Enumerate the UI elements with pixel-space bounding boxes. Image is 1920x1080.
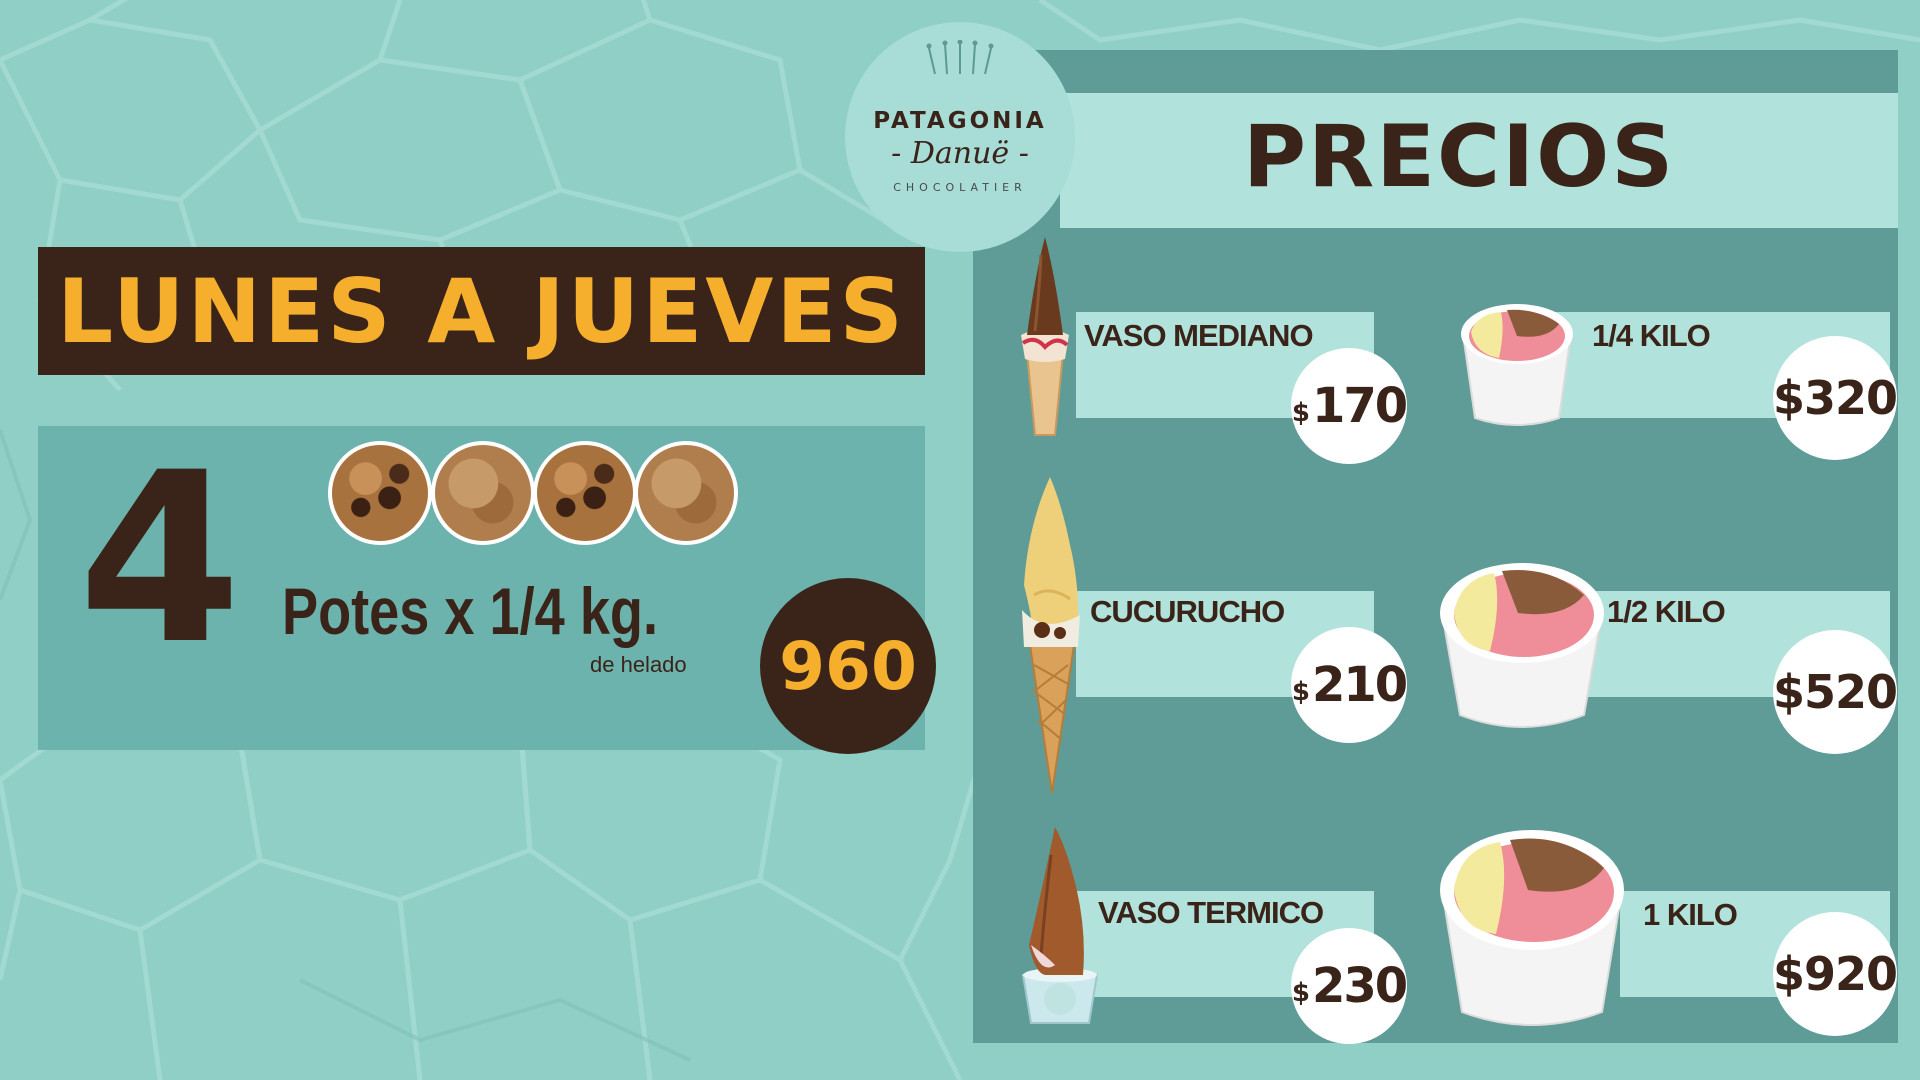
item-label-cucurucho: CUCURUCHO [1090,594,1285,629]
price-badge-medio-kilo: $520 [1772,630,1898,754]
price-badge-vaso-mediano: $170 [1291,348,1408,464]
ice-cream-pot-image [328,441,432,545]
promo-subtext: de helado [590,652,687,677]
promo-price: 960 [779,627,917,705]
price-badge-kilo: $920 [1772,912,1898,1036]
item-price: 230 [1311,958,1408,1014]
prices-title: PRECIOS [1243,107,1676,207]
item-price: 170 [1311,378,1408,434]
item-label-vaso-termico: VASO TERMICO [1098,895,1324,930]
ice-cream-pot-image [634,441,738,545]
kilo-image [1440,830,1624,1026]
logo-subtitle: CHOCOLATIER [893,181,1027,194]
promo-description: Potes x 1/4 kg. [282,574,659,648]
currency-symbol: $ [1291,398,1310,428]
logo-script-text: - Danuë - [891,136,1029,171]
item-label-vaso-mediano: VASO MEDIANO [1084,318,1314,353]
currency-symbol: $ [1291,677,1310,707]
promo-quantity: 4 [78,423,242,696]
brand-logo: PATAGONIA - Danuë - CHOCOLATIER [845,22,1075,252]
medio-kilo-image [1440,563,1604,728]
promo-price-badge: 960 [760,578,936,754]
ice-cream-pot-image [533,441,637,545]
ice-cream-pot-image [431,441,535,545]
cucurucho-image [1022,477,1080,794]
item-label-cuarto-kilo: 1/4 KILO [1592,318,1711,353]
days-label: LUNES A JUEVES [57,259,906,363]
vaso-termico-image [1021,827,1099,1024]
currency-symbol: $ [1291,978,1310,1008]
item-label-medio-kilo: 1/2 KILO [1607,594,1726,629]
days-banner: LUNES A JUEVES [38,247,925,375]
cuarto-kilo-image [1461,304,1573,426]
price-badge-cucurucho: $210 [1291,627,1408,743]
prices-header [1060,93,1898,228]
item-label-kilo: 1 KILO [1643,897,1738,932]
vaso-mediano-image [1021,237,1069,436]
price-badge-vaso-termico: $230 [1291,928,1408,1044]
sparkle-icon [926,40,994,75]
item-price: $320 [1772,371,1898,425]
item-price: $920 [1772,947,1898,1001]
item-price: $520 [1772,665,1898,719]
logo-brand-text: PATAGONIA [873,108,1047,134]
item-price: 210 [1311,657,1408,713]
price-badge-cuarto-kilo: $320 [1772,336,1898,460]
